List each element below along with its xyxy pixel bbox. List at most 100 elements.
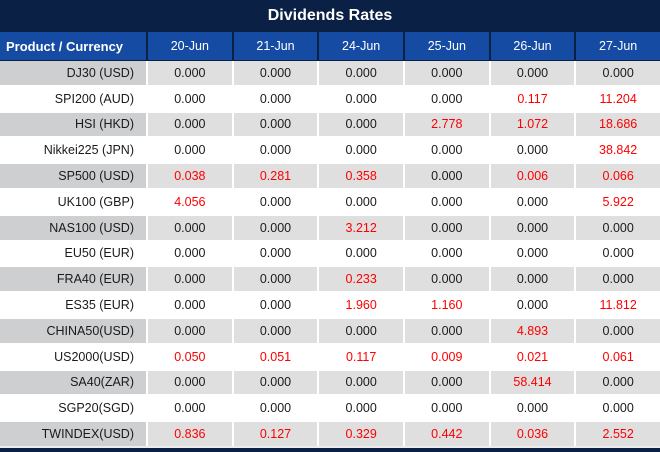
product-cell: UK100 (GBP): [0, 189, 146, 214]
value-cell: 0.000: [490, 293, 575, 317]
product-cell: SGP20(SGD): [0, 396, 146, 421]
column-header-product-currency: Product / Currency: [0, 31, 146, 61]
value-cell: 0.000: [233, 318, 318, 343]
value-cell: 0.000: [490, 396, 575, 421]
value-cell: 0.000: [490, 267, 575, 292]
value-cell: 0.000: [148, 112, 232, 137]
value-cell: 0.000: [233, 267, 318, 292]
column-header-date: 20-Jun: [148, 31, 232, 61]
value-cell: 0.000: [576, 267, 660, 292]
column-header-date: 27-Jun: [576, 31, 660, 61]
value-cell: 3.212: [319, 215, 403, 240]
value-cell: 0.000: [319, 138, 403, 163]
value-cell: 0.000: [233, 241, 318, 266]
table-row: US2000(USD) 0.050 0.051 0.117 0.009 0.021 0.06…: [0, 344, 660, 369]
value-cell: 0.000: [319, 61, 403, 85]
value-cell: 58.414: [490, 370, 575, 395]
value-cell: 0.000: [148, 318, 232, 343]
value-cell: 0.009: [404, 344, 489, 369]
value-cell: 0.000: [404, 164, 489, 188]
column-header-date: 21-Jun: [233, 31, 318, 61]
table-row: NAS100 (USD) 0.000 0.000 3.212 0.000 0.000 0.0…: [0, 215, 660, 240]
value-cell: 0.000: [490, 215, 575, 240]
table-row: TWINDEX(USD) 0.836 0.127 0.329 0.442 0.036 2.5…: [0, 422, 660, 446]
value-cell: 0.000: [148, 267, 232, 292]
value-cell: 0.000: [148, 86, 232, 111]
value-cell: 0.000: [233, 293, 318, 317]
value-cell: 0.000: [576, 241, 660, 266]
table-row: DJ30 (USD) 0.000 0.000 0.000 0.000 0.000 0.000: [0, 61, 660, 85]
value-cell: 0.281: [233, 164, 318, 188]
value-cell: 0.066: [576, 164, 660, 188]
footer-bar: [0, 448, 660, 452]
value-cell: 0.000: [148, 61, 232, 85]
value-cell: 0.442: [404, 422, 489, 446]
value-cell: 4.893: [490, 318, 575, 343]
value-cell: 0.000: [576, 61, 660, 85]
value-cell: 0.000: [404, 138, 489, 163]
table-body: DJ30 (USD) 0.000 0.000 0.000 0.000 0.000 0.000…: [0, 61, 660, 446]
product-cell: SA40(ZAR): [0, 370, 146, 395]
table-row: SGP20(SGD) 0.000 0.000 0.000 0.000 0.000 0.000: [0, 396, 660, 421]
value-cell: 0.000: [576, 396, 660, 421]
value-cell: 0.836: [148, 422, 232, 446]
column-header-date: 24-Jun: [319, 31, 403, 61]
value-cell: 0.000: [404, 215, 489, 240]
value-cell: 0.051: [233, 344, 318, 369]
value-cell: 0.000: [233, 370, 318, 395]
value-cell: 11.204: [576, 86, 660, 111]
product-cell: FRA40 (EUR): [0, 267, 146, 292]
value-cell: 5.922: [576, 189, 660, 214]
value-cell: 0.329: [319, 422, 403, 446]
value-cell: 0.000: [233, 396, 318, 421]
product-cell: US2000(USD): [0, 344, 146, 369]
value-cell: 0.000: [490, 138, 575, 163]
value-cell: 0.036: [490, 422, 575, 446]
product-cell: EU50 (EUR): [0, 241, 146, 266]
value-cell: 0.000: [148, 215, 232, 240]
value-cell: 0.000: [319, 112, 403, 137]
table-row: Nikkei225 (JPN) 0.000 0.000 0.000 0.000 0.000…: [0, 138, 660, 163]
value-cell: 0.000: [404, 370, 489, 395]
value-cell: 1.960: [319, 293, 403, 317]
value-cell: 0.000: [319, 189, 403, 214]
value-cell: 0.061: [576, 344, 660, 369]
value-cell: 11.812: [576, 293, 660, 317]
product-cell: DJ30 (USD): [0, 61, 146, 85]
value-cell: 0.000: [490, 61, 575, 85]
table-title: Dividends Rates: [0, 0, 660, 31]
value-cell: 1.072: [490, 112, 575, 137]
value-cell: 0.000: [148, 241, 232, 266]
value-cell: 0.000: [490, 189, 575, 214]
table-row: HSI (HKD) 0.000 0.000 0.000 2.778 1.072 18.686: [0, 112, 660, 137]
value-cell: 0.000: [233, 112, 318, 137]
value-cell: 0.000: [404, 396, 489, 421]
value-cell: 0.000: [233, 189, 318, 214]
value-cell: 18.686: [576, 112, 660, 137]
value-cell: 0.233: [319, 267, 403, 292]
table-row: UK100 (GBP) 4.056 0.000 0.000 0.000 0.000 5.92…: [0, 189, 660, 214]
product-cell: CHINA50(USD): [0, 318, 146, 343]
value-cell: 0.000: [148, 293, 232, 317]
value-cell: 0.000: [404, 189, 489, 214]
bottom-divider: [0, 446, 660, 448]
product-cell: ES35 (EUR): [0, 293, 146, 317]
column-header-date: 26-Jun: [490, 31, 575, 61]
value-cell: 0.000: [576, 318, 660, 343]
value-cell: 0.000: [404, 86, 489, 111]
value-cell: 0.117: [319, 344, 403, 369]
value-cell: 0.000: [319, 370, 403, 395]
value-cell: 0.000: [319, 241, 403, 266]
value-cell: 0.000: [233, 61, 318, 85]
product-cell: Nikkei225 (JPN): [0, 138, 146, 163]
value-cell: 0.038: [148, 164, 232, 188]
value-cell: 0.000: [148, 396, 232, 421]
value-cell: 0.006: [490, 164, 575, 188]
table-row: CHINA50(USD) 0.000 0.000 0.000 0.000 4.893 0.0…: [0, 318, 660, 343]
value-cell: 0.000: [490, 241, 575, 266]
value-cell: 0.000: [404, 318, 489, 343]
value-cell: 0.000: [148, 138, 232, 163]
value-cell: 0.000: [404, 241, 489, 266]
column-header-row: Product / Currency 20-Jun 21-Jun 24-Jun 25-…: [0, 31, 660, 61]
